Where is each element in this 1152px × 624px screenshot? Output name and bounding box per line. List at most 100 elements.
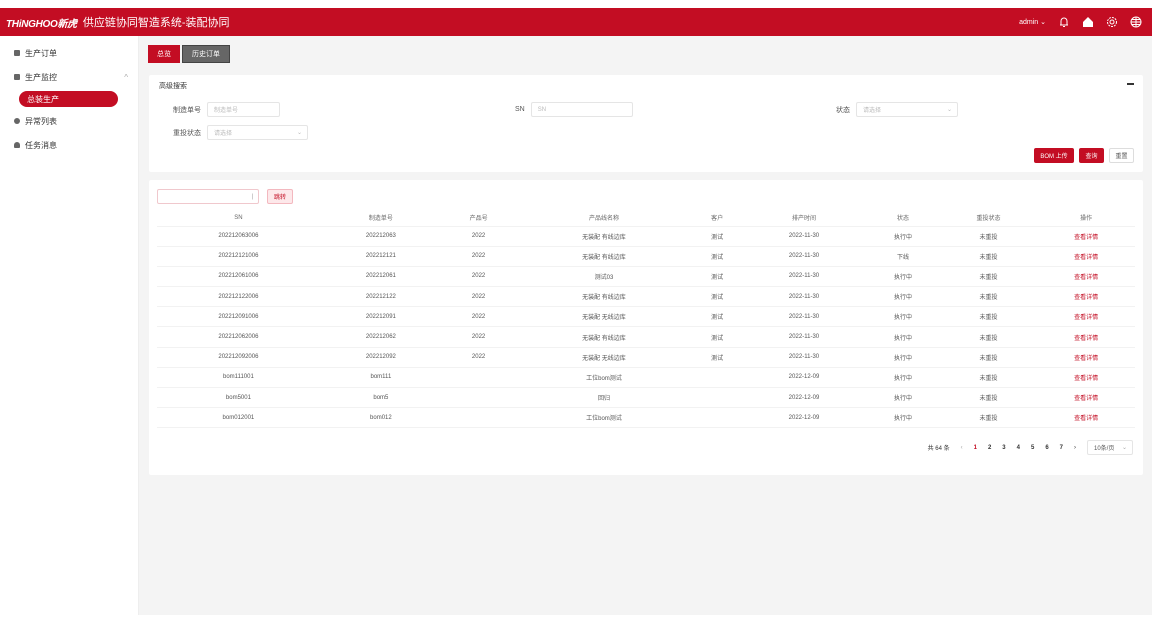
view-details-link[interactable]: 查看详情: [1037, 347, 1135, 368]
order-no-input[interactable]: 制造单号: [207, 102, 280, 117]
table-row: bom111001 bom111 工位bom测试 2022-12-09 执行中 未重投 查看…: [157, 367, 1135, 389]
tab-overview[interactable]: 总览: [148, 45, 180, 63]
page-1-button[interactable]: 1: [973, 444, 977, 451]
orders-table: SN 制造单号 产品号 产品线名称 客户 排产时间 状态 重投状态 操作 20221206300…: [157, 210, 1135, 429]
globe-icon[interactable]: [1130, 16, 1142, 28]
rework-status-select[interactable]: 请选择 ⌄: [207, 125, 308, 140]
table-cell: 无装配 有线边库: [515, 286, 693, 308]
view-details-link[interactable]: 查看详情: [1037, 266, 1135, 288]
table-cell: 2022-12-09: [741, 407, 867, 429]
table-cell: 执行中: [866, 226, 940, 247]
jump-input[interactable]: |: [157, 189, 259, 204]
table-cell: 未重投: [939, 226, 1038, 247]
query-button[interactable]: 查询: [1079, 148, 1104, 163]
table-cell: bom111: [319, 367, 442, 389]
sidebar-item-assembly-production[interactable]: 总装生产: [19, 91, 118, 107]
settings-icon[interactable]: [1106, 16, 1118, 28]
page-3-button[interactable]: 3: [1002, 444, 1006, 451]
page-4-button[interactable]: 4: [1016, 444, 1020, 451]
table-cell: 202212062006: [157, 326, 320, 348]
table-cell: 未重投: [939, 306, 1038, 328]
table-cell: 执行中: [866, 367, 940, 389]
page-2-button[interactable]: 2: [987, 444, 992, 451]
sidebar-item-task-messages[interactable]: 任务消息: [0, 133, 138, 157]
page-7-button[interactable]: 7: [1059, 444, 1063, 451]
table-header: SN 制造单号 产品号 产品线名称 客户 排产时间 状态 重投状态 操作: [157, 210, 1135, 227]
table-cell: 2022-11-30: [741, 306, 867, 328]
table-cell: 2022-11-30: [741, 246, 867, 267]
sidebar-item-exceptions[interactable]: 异常列表: [0, 109, 138, 133]
sidebar: 生产订单 生产监控 ^ 总装生产 异常列表 任务消息: [0, 36, 139, 615]
bell-icon[interactable]: [1058, 16, 1070, 28]
table-cell: 202212063006: [157, 226, 320, 247]
user-menu[interactable]: admin ⌄: [1019, 19, 1046, 26]
table-cell: 未重投: [939, 266, 1038, 288]
table-cell: 2022: [441, 286, 516, 308]
view-details-link[interactable]: 查看详情: [1037, 286, 1135, 308]
table-cell: 202212092: [319, 347, 442, 368]
table-cell: 2022-11-30: [741, 286, 867, 308]
sn-input[interactable]: SN: [530, 102, 633, 117]
table-cell: 未重投: [939, 387, 1038, 409]
placeholder: 制造单号: [214, 108, 239, 114]
sidebar-item-production-monitor[interactable]: 生产监控 ^: [0, 65, 138, 89]
table-cell: 无装配 有线边库: [515, 246, 693, 267]
reset-button[interactable]: 重置: [1109, 148, 1134, 163]
next-page-icon[interactable]: ›: [1074, 444, 1076, 451]
bom-upload-button[interactable]: BOM 上传: [1034, 148, 1074, 163]
bell-icon: [14, 142, 20, 148]
rework-status-label: 重投状态: [173, 129, 201, 137]
table-cell: 无装配 无线边库: [515, 347, 693, 368]
table-cell: 执行中: [866, 407, 940, 429]
search-title: 高级搜索: [159, 83, 187, 90]
table-cell: [441, 407, 516, 429]
sidebar-item-production-orders[interactable]: 生产订单: [0, 41, 138, 65]
list-icon: [14, 50, 20, 56]
chevron-up-icon: ^: [124, 72, 128, 82]
tab-history-orders[interactable]: 历史订单: [182, 45, 230, 63]
pagination: 共 64 条 ‹ 1 2 3 4 5 6 7 › 10条/页 ⌄: [928, 440, 1133, 455]
page-6-button[interactable]: 6: [1045, 444, 1049, 451]
table-cell: 202212063: [319, 226, 442, 247]
table-row: bom5001 bom5 回归 2022-12-09 执行中 未重投 查看详情: [157, 387, 1135, 409]
logo: THiNGHOO新虎: [6, 18, 77, 30]
table-row: bom012001 bom012 工位bom测试 2022-12-09 执行中 未重投 查看…: [157, 407, 1135, 429]
table-cell: 无装配 无线边库: [515, 306, 693, 328]
view-details-link[interactable]: 查看详情: [1037, 326, 1135, 348]
column-header: 重投状态: [939, 210, 1038, 227]
table-cell: 执行中: [866, 347, 940, 368]
view-details-link[interactable]: 查看详情: [1037, 226, 1135, 247]
table-cell: 测试: [692, 286, 742, 308]
view-details-link[interactable]: 查看详情: [1037, 306, 1135, 328]
table-cell: [441, 367, 516, 389]
placeholder: 请选择: [214, 131, 233, 137]
column-header: 产品线名称: [515, 210, 693, 227]
table-cell: 2022: [441, 347, 516, 368]
view-details-link[interactable]: 查看详情: [1037, 387, 1135, 409]
user-name: admin: [1019, 19, 1039, 26]
view-details-link[interactable]: 查看详情: [1037, 367, 1135, 389]
status-select[interactable]: 请选择 ⌄: [856, 102, 958, 117]
chevron-down-icon: ⌄: [946, 107, 952, 113]
placeholder: 请选择: [863, 108, 882, 114]
table-cell: 202212062: [319, 326, 442, 348]
home-icon[interactable]: [1082, 16, 1094, 28]
table-cell: bom012: [319, 407, 442, 429]
view-details-link[interactable]: 查看详情: [1037, 246, 1135, 267]
sidebar-item-label: 异常列表: [25, 116, 57, 126]
view-details-link[interactable]: 查看详情: [1037, 407, 1135, 429]
jump-button[interactable]: 跳转: [267, 189, 293, 204]
page-size-select[interactable]: 10条/页 ⌄: [1087, 440, 1133, 455]
prev-page-icon[interactable]: ‹: [960, 444, 963, 451]
table-cell: 2022-11-30: [741, 226, 867, 247]
table-cell: 2022-12-09: [741, 367, 867, 389]
table-cell: 测试03: [515, 266, 693, 288]
table-cell: 测试: [692, 246, 742, 267]
table-cell: bom012001: [157, 407, 320, 429]
table-cell: 202212092006: [157, 347, 320, 368]
page-5-button[interactable]: 5: [1030, 444, 1035, 451]
collapse-icon[interactable]: [1127, 83, 1134, 85]
sidebar-item-label: 总装生产: [27, 94, 59, 104]
table-cell: 测试: [692, 347, 742, 368]
table-cell: 未重投: [939, 326, 1038, 348]
